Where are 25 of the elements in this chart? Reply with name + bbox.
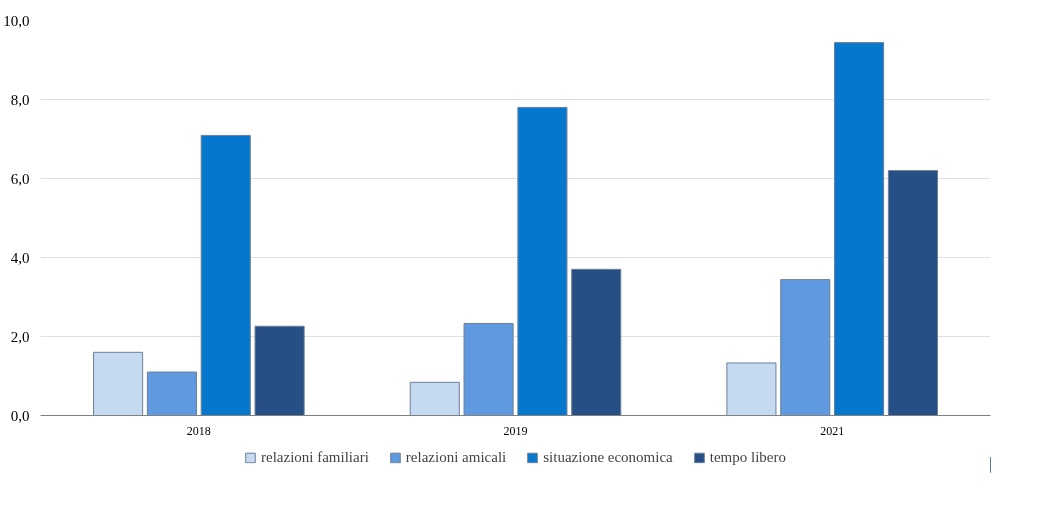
legend-label: tempo libero: [709, 448, 787, 466]
y-tick-label: 6,0: [10, 170, 30, 187]
bar: [887, 170, 938, 416]
bar: [517, 106, 568, 416]
x-tick-label: 2018: [186, 423, 211, 438]
legend-label: relazioni familiari: [260, 448, 369, 466]
y-tick-label: 8,0: [10, 91, 30, 108]
y-tick-label: 2,0: [10, 328, 30, 345]
y-tick-label: 10,0: [3, 12, 30, 29]
bar: [254, 325, 305, 416]
bar: [571, 268, 622, 416]
x-tick-label: 2019: [503, 423, 528, 438]
bar: [463, 322, 514, 416]
y-tick-label: 0,0: [10, 407, 30, 424]
bar: [834, 42, 885, 416]
bar: [200, 134, 251, 416]
legend-label: relazioni amicali: [405, 448, 507, 466]
bar: [780, 279, 831, 416]
y-tick-label: 4,0: [10, 249, 30, 266]
x-tick-label: 2021: [820, 423, 845, 438]
bar: [93, 351, 144, 416]
bar: [409, 381, 460, 416]
bar: [146, 371, 197, 416]
bar: [726, 362, 777, 416]
legend-label: situazione economica: [543, 448, 673, 466]
